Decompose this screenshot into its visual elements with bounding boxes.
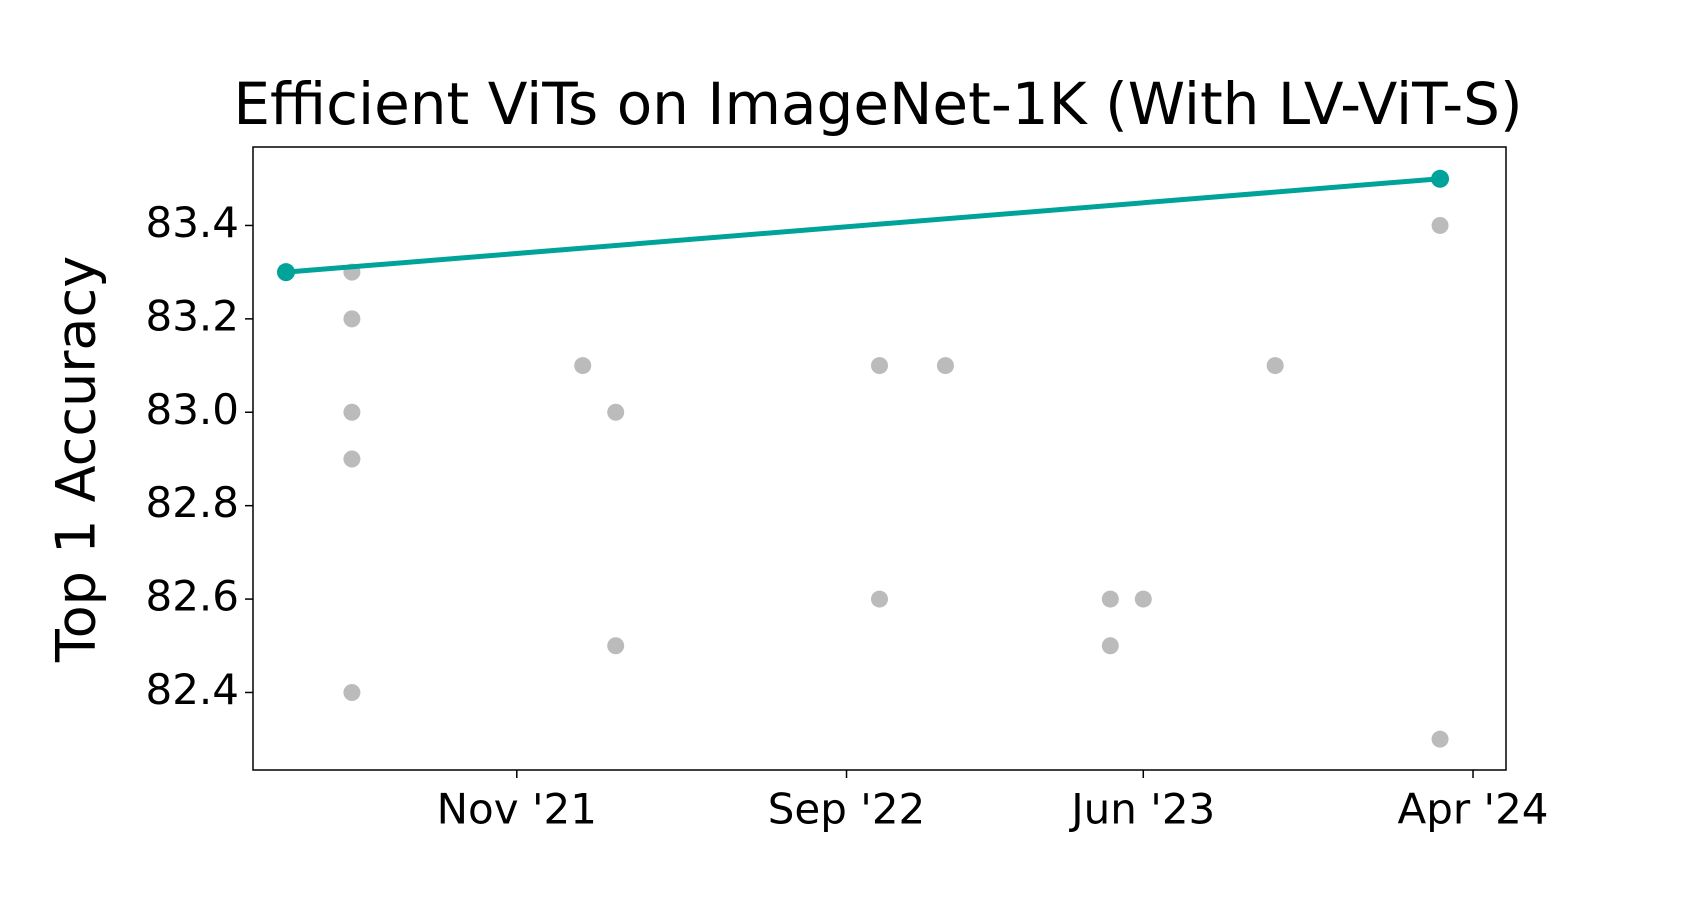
data-point <box>1431 216 1449 234</box>
y-axis-label: Top 1 Accuracy <box>45 256 108 663</box>
x-tick-label: Apr '24 <box>1398 785 1549 834</box>
data-point <box>343 310 361 328</box>
data-point <box>936 357 954 375</box>
data-point <box>607 637 625 655</box>
y-tick-label: 83.2 <box>145 291 239 340</box>
x-tick-label: Nov '21 <box>437 785 597 834</box>
data-point <box>871 357 888 375</box>
y-tick-label: 82.4 <box>145 665 239 714</box>
data-point <box>607 403 625 421</box>
data-point <box>1134 590 1152 608</box>
y-tick-label: 83.0 <box>145 385 239 434</box>
plot-frame <box>252 146 1507 771</box>
data-point <box>343 683 361 701</box>
data-point <box>1266 357 1284 375</box>
y-tick-label: 83.4 <box>145 198 239 247</box>
y-tick-label: 82.6 <box>145 572 239 621</box>
chart-title: Efficient ViTs on ImageNet-1K (With LV-V… <box>233 70 1522 138</box>
data-point <box>871 590 888 608</box>
data-point <box>343 450 361 468</box>
x-tick-label: Jun '23 <box>1068 785 1215 834</box>
line-marker <box>276 263 295 282</box>
data-point <box>1101 590 1119 608</box>
line <box>285 176 1441 275</box>
y-tick-label: 82.8 <box>145 478 239 527</box>
x-tick-label: Sep '22 <box>768 785 926 834</box>
data-point <box>343 403 361 421</box>
data-point <box>1101 637 1119 655</box>
data-point <box>574 357 592 375</box>
line-marker <box>1431 169 1450 188</box>
data-point <box>1431 730 1449 748</box>
